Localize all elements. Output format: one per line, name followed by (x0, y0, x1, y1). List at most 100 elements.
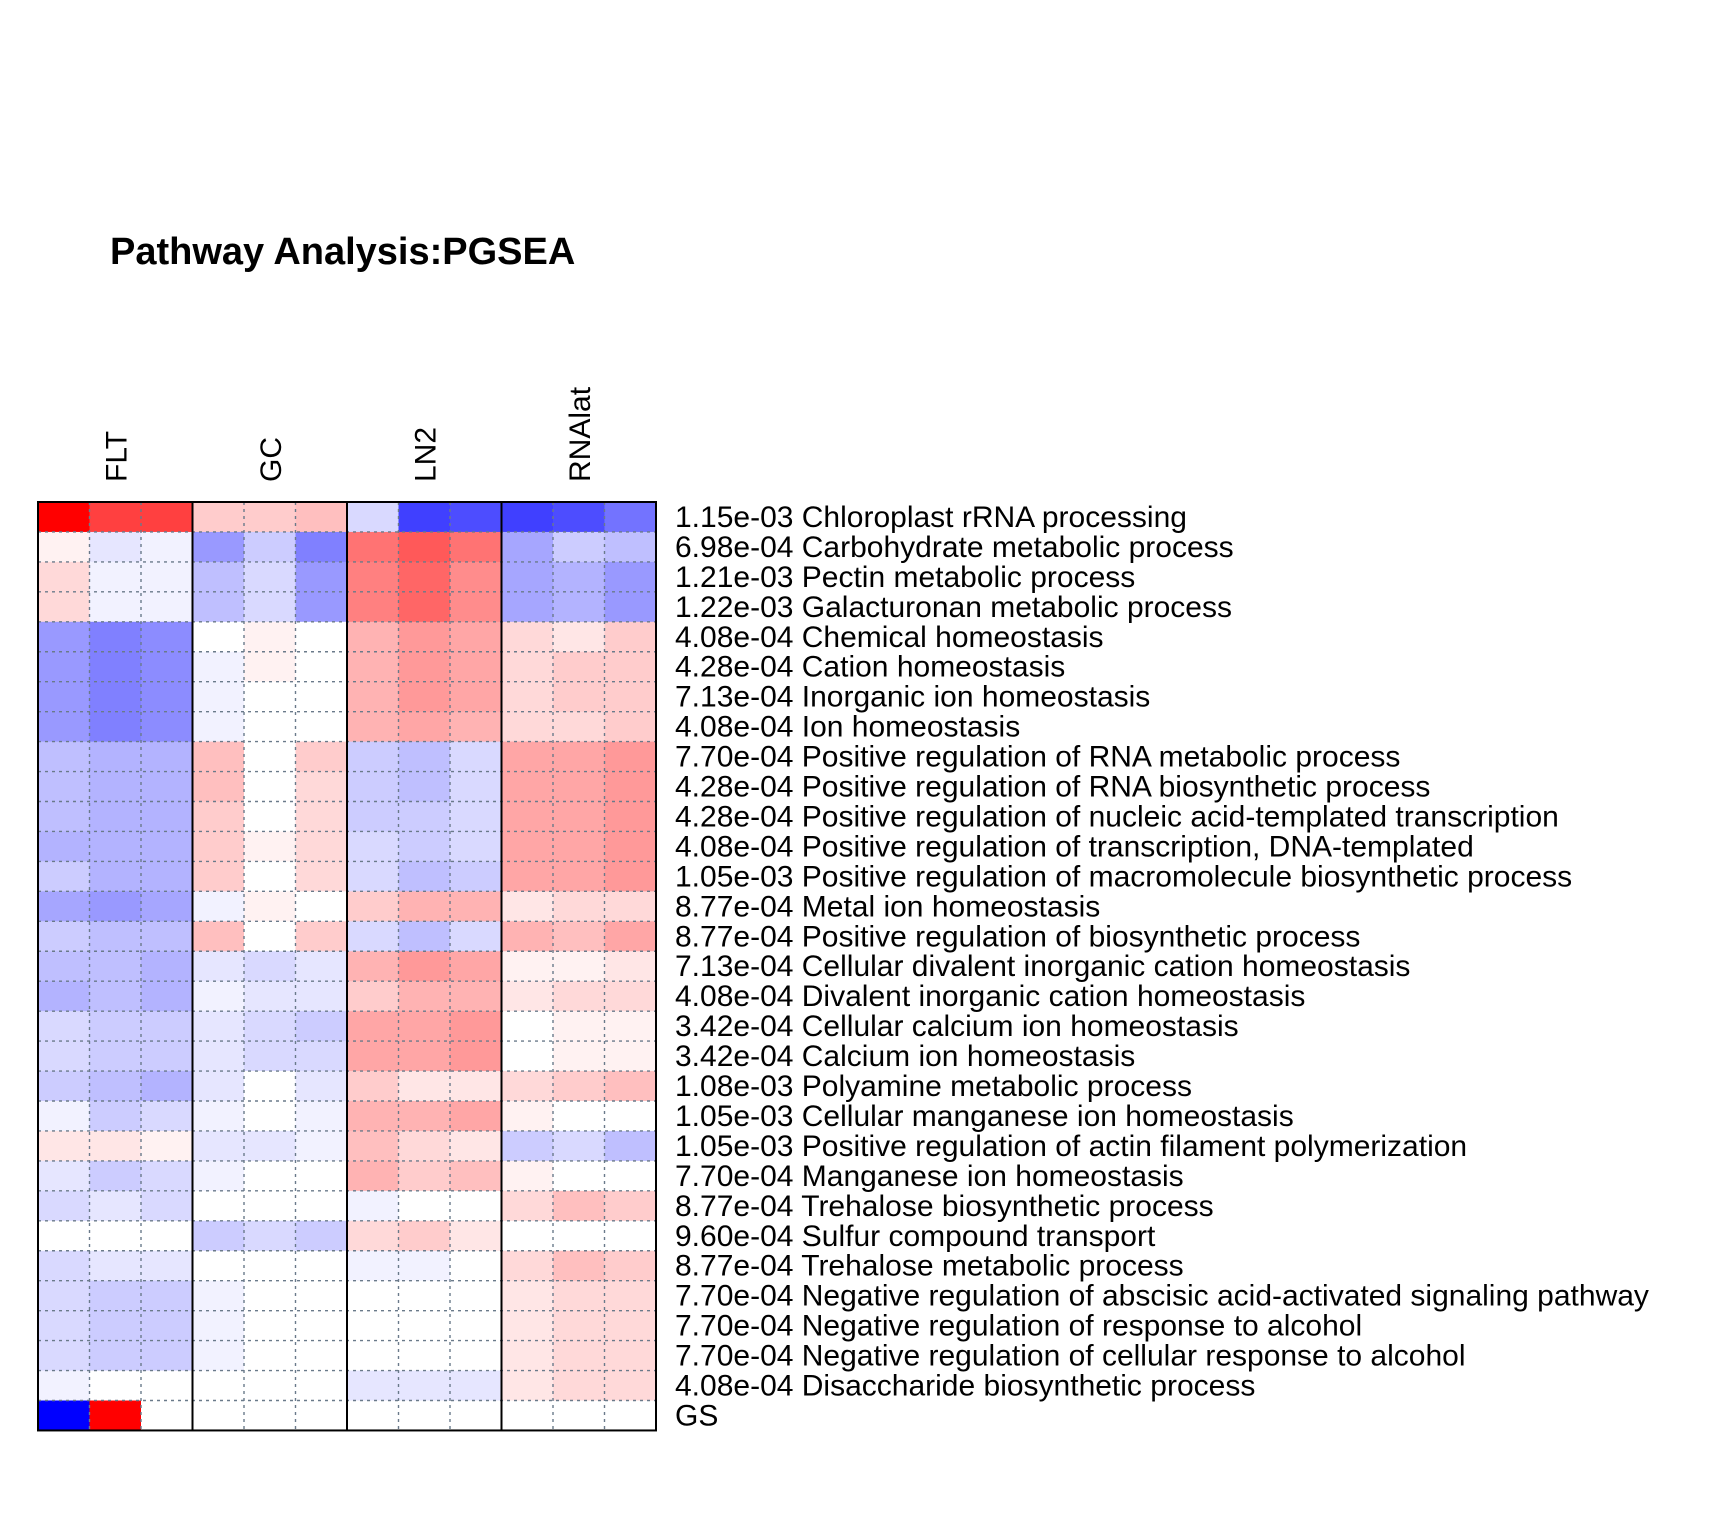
heatmap-cells (38, 502, 657, 1431)
heatmap-cell (244, 981, 296, 1012)
heatmap-cell (38, 951, 90, 982)
heatmap-cell (398, 891, 451, 922)
heatmap-cell (38, 981, 90, 1012)
heatmap-cell (347, 1101, 399, 1132)
heatmap-cell (244, 861, 296, 892)
heatmap-cell (604, 561, 657, 593)
heatmap-cell (501, 1220, 554, 1252)
heatmap-cell (553, 921, 605, 952)
heatmap-cell (347, 711, 399, 743)
heatmap-cell (89, 561, 142, 593)
heatmap-cell (398, 741, 451, 773)
heatmap-cell (604, 502, 657, 533)
heatmap-cell (89, 1310, 142, 1342)
heatmap-cell (398, 1310, 451, 1342)
heatmap-cell (89, 1071, 142, 1102)
row-label: 7.70e-04 Positive regulation of RNA meta… (675, 741, 1400, 774)
heatmap-cell (141, 651, 193, 683)
heatmap-cell (295, 1250, 348, 1282)
heatmap-cell (244, 1370, 296, 1401)
heatmap-cell (398, 1041, 451, 1072)
heatmap-cell (450, 1190, 502, 1222)
heatmap-cell (192, 891, 245, 922)
heatmap-cell (38, 1370, 90, 1401)
heatmap-cell (192, 921, 245, 952)
heatmap-cell (604, 891, 657, 922)
heatmap-cell (553, 1160, 605, 1192)
heatmap-cell (38, 921, 90, 952)
heatmap-cell (347, 861, 399, 892)
heatmap-cell (192, 1011, 245, 1042)
heatmap-cell (244, 591, 296, 623)
heatmap-cell (192, 1280, 245, 1312)
row-label: 7.70e-04 Negative regulation of response… (675, 1310, 1362, 1343)
heatmap-cell (347, 1310, 399, 1342)
heatmap-cell (38, 1071, 90, 1102)
heatmap-cell (553, 771, 605, 802)
heatmap-cell (553, 502, 605, 533)
heatmap-cell (38, 771, 90, 802)
heatmap-cell (244, 1310, 296, 1342)
group-label: RNAlat (564, 386, 597, 482)
heatmap-cell (38, 531, 90, 563)
heatmap-cell (295, 531, 348, 563)
heatmap-cell (347, 1220, 399, 1252)
heatmap-cell (89, 531, 142, 563)
heatmap-cell (450, 1041, 502, 1072)
heatmap-cell (244, 1041, 296, 1072)
heatmap-cell (450, 861, 502, 892)
heatmap-cell (89, 1011, 142, 1042)
heatmap-cell (450, 621, 502, 653)
heatmap-cell (501, 831, 554, 862)
heatmap-cell (89, 711, 142, 743)
heatmap-cell (192, 1190, 245, 1222)
heatmap-cell (553, 951, 605, 982)
heatmap-cell (604, 1190, 657, 1222)
heatmap-cell (501, 741, 554, 773)
heatmap-cell (192, 1160, 245, 1192)
heatmap-cell (295, 651, 348, 683)
heatmap-cell (398, 681, 451, 713)
heatmap-cell (295, 681, 348, 713)
heatmap-cell (553, 831, 605, 862)
heatmap-cell (38, 831, 90, 862)
heatmap-cell (347, 651, 399, 683)
heatmap-cell (141, 1340, 193, 1372)
heatmap-cell (192, 561, 245, 593)
heatmap-cell (192, 1101, 245, 1132)
row-label: 1.22e-03 Galacturonan metabolic process (675, 591, 1232, 624)
heatmap-cell (501, 1041, 554, 1072)
heatmap-cell (553, 651, 605, 683)
row-label: 1.08e-03 Polyamine metabolic process (675, 1070, 1192, 1103)
heatmap-cell (398, 1101, 451, 1132)
heatmap-cell (553, 561, 605, 593)
row-label: 7.13e-04 Inorganic ion homeostasis (675, 681, 1150, 714)
heatmap-cell (192, 711, 245, 743)
heatmap-cell (398, 1220, 451, 1252)
heatmap-cell (38, 741, 90, 773)
row-label: 7.70e-04 Negative regulation of cellular… (675, 1340, 1466, 1373)
heatmap-cell (141, 1160, 193, 1192)
heatmap-cell (192, 831, 245, 862)
heatmap-cell (89, 1400, 142, 1431)
heatmap-cell (604, 1071, 657, 1102)
heatmap-cell (141, 591, 193, 623)
heatmap-cell (192, 681, 245, 713)
heatmap-cell (604, 921, 657, 952)
heatmap-cell (553, 711, 605, 743)
heatmap-cell (244, 651, 296, 683)
heatmap-cell (398, 1340, 451, 1372)
heatmap-cell (450, 741, 502, 773)
heatmap-cell (450, 561, 502, 593)
heatmap-cell (192, 502, 245, 533)
heatmap-cell (295, 1101, 348, 1132)
heatmap-cell (192, 801, 245, 832)
heatmap-cell (398, 591, 451, 623)
heatmap-cell (141, 891, 193, 922)
heatmap-cell (89, 891, 142, 922)
heatmap-cell (192, 1071, 245, 1102)
heatmap-cell (141, 1280, 193, 1312)
heatmap-cell (141, 1041, 193, 1072)
heatmap-cell (553, 531, 605, 563)
